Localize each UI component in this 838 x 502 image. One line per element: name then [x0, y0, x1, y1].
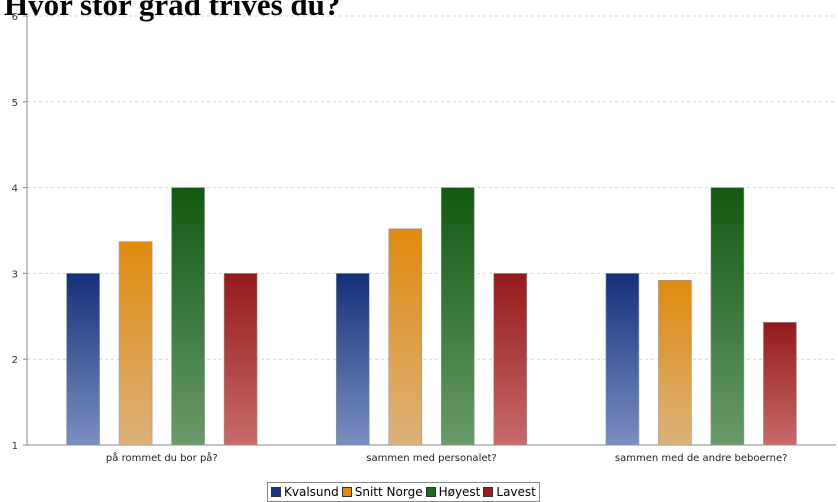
legend-label: Kvalsund — [284, 485, 339, 499]
x-tick-label: på rommet du bor på? — [106, 451, 218, 464]
y-tick-label: 5 — [12, 98, 18, 109]
legend-label: Høyest — [438, 485, 481, 499]
y-tick-label: 6 — [12, 12, 18, 23]
legend-item: Kvalsund — [271, 485, 339, 499]
y-tick-label: 1 — [12, 441, 18, 452]
bar-lavest — [763, 322, 797, 446]
bar-snitt-norge — [118, 241, 153, 446]
bar-h-yest — [710, 187, 745, 446]
y-tick-label: 2 — [12, 355, 18, 366]
bar-snitt-norge — [658, 279, 692, 446]
legend-item: Snitt Norge — [341, 485, 423, 499]
x-tick-label: sammen med de andre beboerne? — [615, 453, 787, 464]
legend-swatch — [341, 487, 352, 497]
y-tick-label: 3 — [12, 269, 18, 280]
legend-item: Høyest — [425, 485, 481, 499]
y-tick-label: 4 — [12, 184, 18, 195]
bar-snitt-norge — [388, 228, 423, 446]
x-tick-label: sammen med personalet? — [366, 453, 496, 464]
legend-label: Snitt Norge — [354, 485, 423, 499]
legend-item: Lavest — [483, 485, 536, 499]
bar-kvalsund — [66, 273, 100, 446]
bar-h-yest — [171, 187, 205, 446]
legend-swatch — [425, 487, 436, 497]
legend-swatch — [271, 487, 281, 497]
legend-swatch — [483, 487, 494, 497]
bar-h-yest — [440, 187, 475, 446]
bar-kvalsund — [335, 273, 370, 446]
bar-lavest — [223, 273, 258, 446]
legend-label: Lavest — [496, 485, 536, 499]
chart-legend: Kvalsund Snitt Norge Høyest Lavest — [267, 482, 540, 502]
bar-chart: 1 2 3 4 5 6 på rommet du bor på? sammen med per… — [12, 12, 836, 464]
bar-kvalsund — [605, 273, 640, 446]
bar-lavest — [493, 273, 528, 446]
